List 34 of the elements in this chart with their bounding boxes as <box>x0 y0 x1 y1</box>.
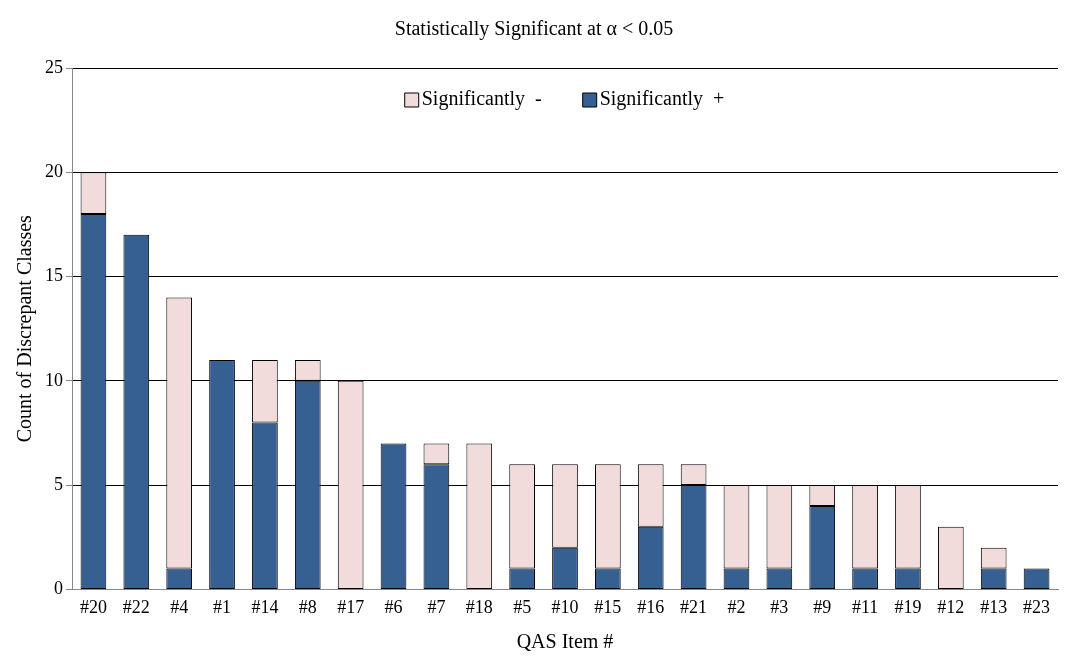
x-tick-label: #5 <box>513 596 532 617</box>
x-tick-label: #9 <box>813 596 832 617</box>
x-tick-label: #13 <box>980 596 1008 617</box>
x-tick-label: #1 <box>213 596 232 617</box>
x-tick-label: #12 <box>937 596 965 617</box>
y-axis-title: Count of Discrepant Classes <box>13 214 37 443</box>
x-tick-label: #7 <box>427 596 446 617</box>
y-tick-label: 25 <box>45 56 63 77</box>
legend-label: Significantly + <box>599 87 725 111</box>
x-tick-label: #6 <box>384 596 403 617</box>
y-tick-label: 5 <box>54 473 63 494</box>
x-tick-label: #4 <box>170 596 189 617</box>
y-tick-label: 0 <box>54 578 63 599</box>
x-tick-label: #18 <box>465 596 493 617</box>
y-tick-label: 15 <box>45 265 63 286</box>
x-axis-title: QAS Item # <box>516 630 614 653</box>
x-tick-label: #14 <box>251 596 279 617</box>
x-tick-label: #21 <box>680 596 708 617</box>
y-tick-label: 20 <box>45 161 63 182</box>
x-tick-label: #23 <box>1023 596 1051 617</box>
x-tick-label: #11 <box>851 596 879 617</box>
x-tick-label: #16 <box>637 596 665 617</box>
x-tick-label: #10 <box>551 596 579 617</box>
y-tick-label: 10 <box>45 369 63 390</box>
x-tick-label: #3 <box>770 596 789 617</box>
chart-title: Statistically Significant at α < 0.05 <box>394 17 674 41</box>
x-tick-label: #15 <box>594 596 622 617</box>
x-tick-label: #22 <box>122 596 150 617</box>
x-tick-label: #17 <box>337 596 365 617</box>
x-tick-label: #19 <box>894 596 922 617</box>
legend-label: Significantly - <box>421 87 542 111</box>
x-tick-label: #2 <box>727 596 746 617</box>
x-tick-label: #8 <box>298 596 317 617</box>
x-tick-label: #20 <box>79 596 107 617</box>
